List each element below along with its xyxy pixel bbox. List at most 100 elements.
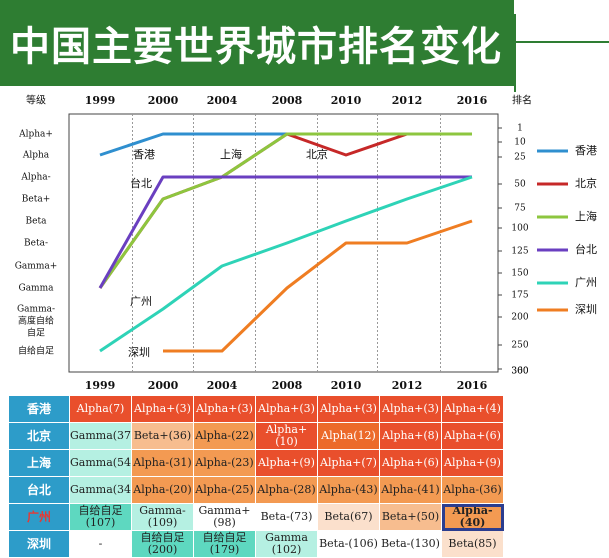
tier-tick-label: Beta-: [24, 239, 48, 249]
table-cell: Alpha+(3): [255, 395, 318, 423]
table-cell: Alpha+(10): [255, 422, 318, 450]
legend-label: 上海: [575, 209, 597, 223]
table-cell: Alpha-(40): [441, 503, 504, 531]
line-label: 广州: [130, 295, 152, 308]
rank-tick-label: 150: [511, 269, 528, 279]
table-cell: Alpha+(3): [193, 395, 256, 423]
right-axis-title: 排名: [512, 94, 532, 107]
legend-label: 广州: [575, 276, 597, 289]
series-line: [98, 132, 472, 289]
table-cell: Alpha-(31): [131, 449, 194, 477]
table-cell: 自给自足 (179): [193, 530, 256, 558]
table-cell: Beta-(73): [255, 503, 318, 531]
table-cell: Alpha-(22): [193, 422, 256, 450]
table-cell: Beta+(50): [379, 503, 442, 531]
title-banner: 中国主要世界城市排名变化: [0, 0, 514, 86]
x-tick-label-bottom: 2010: [331, 379, 362, 392]
line-label: 香港: [133, 148, 155, 161]
rank-tick-label: 25: [514, 153, 526, 163]
table-cell: Beta(67): [317, 503, 380, 531]
rank-tick-label: 100: [511, 224, 528, 234]
series-line: [98, 175, 472, 289]
legend-label: 台北: [575, 242, 597, 256]
x-tick-label-bottom: 2016: [457, 379, 488, 392]
table-cell: Alpha+(4): [441, 395, 504, 423]
title-decoration-horizontal: [514, 41, 609, 43]
tier-tick-label: 自给自足: [18, 345, 54, 357]
title-decoration-vertical: [514, 14, 516, 92]
table-row: 深圳 - 自给自足 (200) 自给自足 (179) Gamma (102) Beta-(106…: [8, 530, 504, 558]
table-row: 香港 Alpha(7) Alpha+(3) Alpha+(3) Alpha+(3) Alp…: [8, 395, 504, 423]
table-row: 北京 Gamma(37) Beta+(36) Alpha-(22) Alpha+(10)…: [8, 422, 504, 450]
table-cell: Alpha-(36): [441, 476, 504, 504]
x-tick-label-top: 2010: [331, 94, 362, 107]
table-cell: Alpha(12): [317, 422, 380, 450]
table-cell: Gamma- (109): [131, 503, 194, 531]
table-cell: -: [69, 530, 132, 558]
table-city-cell: 广州: [8, 503, 70, 531]
x-tick-label-top: 2004: [207, 94, 238, 107]
series-line: [99, 175, 473, 353]
tier-tick-label: Gamma-: [17, 305, 55, 315]
table-city-cell: 北京: [8, 422, 70, 450]
table-cell: Alpha+(9): [255, 449, 318, 477]
table-cell: 自给自足 (200): [131, 530, 194, 558]
table-cell: Beta-(106): [317, 530, 380, 558]
table-cell: Alpha+(8): [379, 422, 442, 450]
table-cell: Beta-(130): [379, 530, 442, 558]
table-city-cell: 香港: [8, 395, 70, 423]
table-cell: Gamma(37): [69, 422, 132, 450]
table-row: 广州 自给自足 (107) Gamma- (109) Gamma+ (98) Beta-(73…: [8, 503, 504, 531]
table-city-cell: 上海: [8, 449, 70, 477]
x-tick-label-top: 2012: [392, 94, 423, 107]
table-row: 上海 Gamma(54) Alpha-(31) Alpha-(23) Alpha+(9)…: [8, 449, 504, 477]
legend-label: 香港: [575, 144, 597, 157]
rank-tick-label: 175: [511, 291, 528, 301]
tier-tick-label: Alpha+: [18, 130, 53, 140]
table-cell: Alpha+(9): [441, 449, 504, 477]
table-cell: Beta+(36): [131, 422, 194, 450]
rank-tick-label: 360: [511, 367, 528, 377]
table-cell: Alpha+(6): [379, 449, 442, 477]
tier-tick-label: Gamma+: [15, 262, 58, 272]
rank-table: 香港 Alpha(7) Alpha+(3) Alpha+(3) Alpha+(3) Alp…: [8, 395, 504, 558]
x-tick-label-top: 2008: [272, 94, 303, 107]
line-label: 台北: [130, 176, 152, 190]
legend-label: 北京: [575, 176, 597, 190]
line-label: 深圳: [128, 346, 150, 359]
series-line: [99, 132, 472, 157]
table-cell: Alpha+(3): [379, 395, 442, 423]
table-cell: Alpha+(7): [317, 449, 380, 477]
table-city-cell: 台北: [8, 476, 70, 504]
rank-tick-label: 250: [511, 341, 528, 351]
table-cell: 自给自足 (107): [69, 503, 132, 531]
x-tick-label-top: 2000: [148, 94, 179, 107]
x-tick-label-bottom: 2008: [272, 379, 303, 392]
rank-tick-label: 75: [514, 204, 526, 214]
x-tick-label-bottom: 2000: [148, 379, 179, 392]
rank-tick-label: 125: [511, 247, 528, 257]
tier-tick-label: Alpha-: [20, 173, 50, 183]
tier-tick-label: Alpha: [22, 151, 50, 161]
table-cell: Gamma(34): [69, 476, 132, 504]
table-cell: Alpha-(23): [193, 449, 256, 477]
x-tick-label-top: 1999: [85, 94, 116, 107]
plot-frame: [68, 113, 499, 373]
table-cell: Gamma+ (98): [193, 503, 256, 531]
table-cell: Gamma (102): [255, 530, 318, 558]
table-cell: Alpha-(25): [193, 476, 256, 504]
rank-tick-label: 300: [511, 367, 528, 377]
line-label: 北京: [306, 147, 328, 161]
tier-tick-label: Beta: [26, 217, 48, 227]
table-cell: Alpha-(20): [131, 476, 194, 504]
rank-tick-label: 1: [517, 124, 523, 134]
line-label: 上海: [220, 147, 242, 161]
table-row: 台北 Gamma(34) Alpha-(20) Alpha-(25) Alpha-(28…: [8, 476, 504, 504]
table-cell: Alpha+(3): [317, 395, 380, 423]
tier-tick-label: Gamma: [19, 284, 55, 294]
table-cell: Alpha-(41): [379, 476, 442, 504]
left-axis-title: 等级: [26, 94, 46, 107]
table-cell: Alpha+(6): [441, 422, 504, 450]
table-city-cell: 深圳: [8, 530, 70, 558]
x-tick-label-bottom: 2012: [392, 379, 423, 392]
